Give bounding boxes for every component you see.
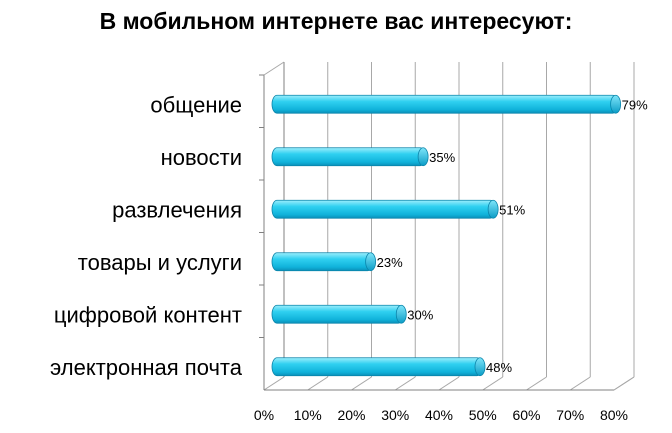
bar	[271, 304, 407, 324]
bar-body	[271, 94, 619, 114]
bar	[271, 94, 622, 114]
bar-cap	[474, 357, 486, 377]
category-label: новости	[161, 145, 242, 170]
floor-gridline	[263, 376, 285, 391]
bar-layer	[271, 94, 622, 377]
grid-layer	[259, 61, 635, 391]
bar-cap	[417, 147, 429, 167]
category-label: общение	[150, 92, 242, 117]
chart-title: В мобильном интернете вас интересуют:	[99, 8, 573, 34]
bar	[271, 147, 429, 167]
x-tick-label: 20%	[337, 407, 365, 423]
bar-body	[271, 304, 404, 324]
x-tick-label: 30%	[381, 407, 409, 423]
bar	[271, 357, 486, 377]
category-label: электронная почта	[50, 355, 243, 380]
bar-cap	[365, 252, 377, 272]
data-label: 35%	[429, 150, 455, 165]
bar-body	[271, 252, 374, 272]
data-label: 51%	[499, 202, 525, 217]
x-tick-label: 10%	[294, 407, 322, 423]
floor-gridline	[351, 376, 372, 391]
bar-cap	[487, 199, 499, 219]
category-label: товары и услуги	[78, 250, 242, 275]
data-label: 23%	[377, 255, 403, 270]
data-label: 79%	[622, 97, 648, 112]
x-tick-label: 70%	[556, 407, 584, 423]
data-label: 30%	[407, 307, 433, 322]
category-label: цифровой контент	[54, 302, 242, 327]
floor-gridline	[569, 376, 591, 391]
bar	[271, 252, 377, 272]
floor-gridline	[438, 376, 460, 391]
floor-edge	[613, 376, 635, 391]
bar-body	[271, 199, 496, 219]
bar-cap	[610, 94, 622, 114]
floor-gridline	[394, 376, 416, 391]
label-layer: 0% 10% 20% 30% 40% 50% 60% 70% 80% общение 79% ново…	[50, 92, 648, 423]
bar-body	[271, 147, 426, 167]
bar-body	[271, 357, 483, 377]
x-tick-label: 50%	[469, 407, 497, 423]
bar	[271, 199, 499, 219]
x-tick-label: 0%	[254, 407, 274, 423]
x-tick-label: 80%	[600, 407, 628, 423]
category-label: развлечения	[112, 197, 242, 222]
x-tick-label: 40%	[425, 407, 453, 423]
side-wall-top	[263, 61, 285, 76]
bar-cap	[395, 304, 407, 324]
x-tick-label: 60%	[512, 407, 540, 423]
data-label: 48%	[486, 360, 512, 375]
floor-gridline	[307, 376, 329, 391]
floor-gridline	[482, 376, 504, 391]
floor-gridline	[526, 376, 547, 391]
